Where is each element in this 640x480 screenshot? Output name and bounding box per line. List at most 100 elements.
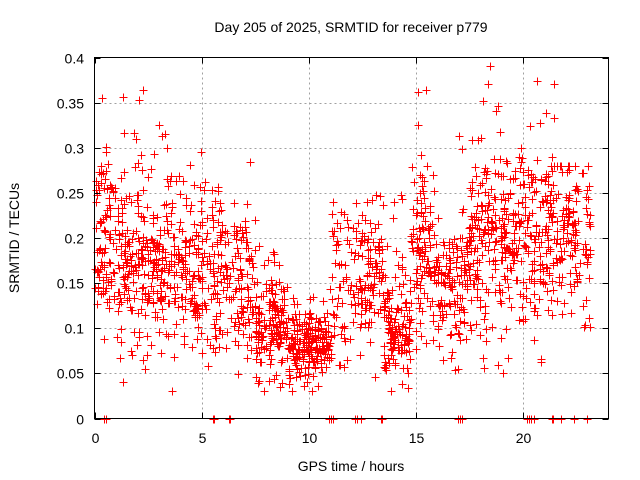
data-point (529, 173, 538, 182)
data-point (472, 274, 481, 283)
data-point (103, 206, 112, 215)
data-point (153, 213, 162, 222)
data-point (103, 185, 112, 194)
data-point (501, 229, 510, 238)
data-point (237, 313, 246, 322)
data-point (524, 171, 533, 180)
data-point (231, 252, 240, 261)
data-point (203, 229, 212, 238)
data-point (420, 289, 429, 298)
data-point (458, 294, 467, 303)
data-point (393, 304, 402, 313)
data-point (406, 276, 415, 285)
data-point (143, 351, 152, 360)
data-point (521, 193, 530, 202)
data-point (487, 230, 496, 239)
data-point (514, 199, 523, 208)
data-point (203, 335, 212, 344)
data-point (232, 235, 241, 244)
data-point (206, 259, 215, 268)
data-point (117, 338, 126, 347)
data-point (117, 242, 126, 251)
data-point (365, 318, 374, 327)
data-point (357, 415, 366, 424)
data-point (567, 236, 576, 245)
data-point (425, 268, 434, 277)
data-point (405, 337, 414, 346)
data-point (148, 274, 157, 283)
data-point (255, 304, 264, 313)
data-point (388, 346, 397, 355)
data-point (526, 122, 535, 131)
data-point (269, 248, 278, 257)
data-point (147, 341, 156, 350)
data-point (530, 415, 539, 424)
data-point (340, 210, 349, 219)
data-point (243, 283, 252, 292)
data-point (385, 291, 394, 300)
data-point (185, 280, 194, 289)
data-point (95, 168, 104, 177)
chart-title: Day 205 of 2025, SRMTID for receiver p77… (214, 19, 487, 35)
data-point (517, 217, 526, 226)
data-point (417, 332, 426, 341)
data-point (435, 342, 444, 351)
data-point (580, 323, 589, 332)
data-point (450, 310, 459, 319)
data-point (417, 199, 426, 208)
data-point (542, 198, 551, 207)
data-point (568, 252, 577, 261)
data-point (295, 368, 304, 377)
data-point (371, 245, 380, 254)
data-point (94, 283, 103, 292)
data-point (186, 161, 195, 170)
data-point (383, 242, 392, 251)
data-point (137, 151, 146, 160)
data-point (424, 257, 433, 266)
data-point (333, 237, 342, 246)
data-point (252, 373, 261, 382)
data-point (452, 258, 461, 267)
data-point (222, 344, 231, 353)
data-point (413, 265, 422, 274)
data-point (543, 264, 552, 273)
data-point (127, 198, 136, 207)
data-point (444, 269, 453, 278)
data-point (531, 175, 540, 184)
data-point (134, 159, 143, 168)
data-point (223, 328, 232, 337)
data-point (467, 192, 476, 201)
data-point (295, 310, 304, 319)
data-point (221, 227, 230, 236)
data-point (575, 271, 584, 280)
data-point (391, 327, 400, 336)
data-point (372, 191, 381, 200)
data-point (406, 318, 415, 327)
data-point (530, 188, 539, 197)
data-point (167, 262, 176, 271)
data-point (369, 238, 378, 247)
data-point (125, 294, 134, 303)
data-point (197, 197, 206, 206)
data-point (100, 263, 109, 272)
data-point (566, 280, 575, 289)
data-point (182, 194, 191, 203)
data-point (573, 239, 582, 248)
data-point (347, 300, 356, 309)
data-point (98, 261, 107, 270)
data-point (119, 378, 128, 387)
data-point (120, 168, 129, 177)
data-point (478, 251, 487, 260)
data-point (232, 227, 241, 236)
data-point (433, 258, 442, 267)
data-point (478, 179, 487, 188)
data-point (159, 245, 168, 254)
data-point (556, 256, 565, 265)
data-point (472, 213, 481, 222)
data-point (447, 330, 456, 339)
data-point (287, 334, 296, 343)
data-point (244, 293, 253, 302)
data-point (474, 275, 483, 284)
data-point (357, 320, 366, 329)
data-point (548, 167, 557, 176)
